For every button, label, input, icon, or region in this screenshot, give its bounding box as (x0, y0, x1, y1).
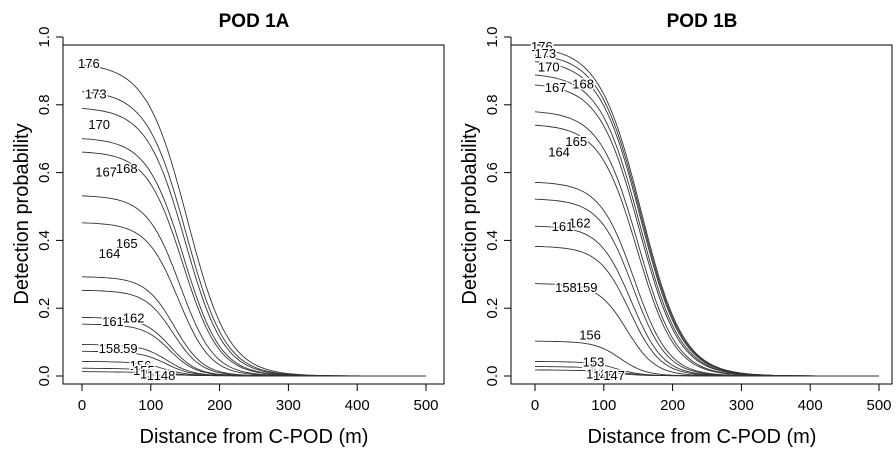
series-label-164: 164 (99, 246, 121, 261)
y-tick-label: 0.8 (36, 94, 53, 115)
x-tick-label: 100 (138, 397, 163, 414)
series-label-156: 156 (579, 327, 601, 342)
series-label-162: 162 (569, 215, 591, 230)
x-axis: 0 100 200 300 400 500 (78, 383, 439, 414)
y-axis-label: Detection probability (11, 123, 33, 304)
y-tick-label: 0.4 (484, 230, 501, 251)
y-axis-label: Detection probability (459, 123, 481, 304)
chart-title: POD 1B (667, 11, 738, 32)
series-label-165: 165 (565, 134, 587, 149)
series-label-155: 155 (133, 363, 155, 378)
x-tick-label: 400 (345, 397, 370, 414)
x-tick-label: 300 (276, 397, 301, 414)
series-label-150: 150 (586, 366, 608, 381)
x-tick-label: 300 (729, 397, 754, 414)
x-axis: 0 100 200 300 400 500 (531, 383, 892, 414)
x-tick-label: 200 (660, 397, 685, 414)
series-label-176: 176 (78, 56, 100, 71)
series-label-173: 173 (85, 87, 107, 102)
curves-layer: 1761731701681671651641621611591581561531… (530, 38, 879, 385)
x-axis-label: Distance from C-POD (m) (588, 426, 817, 448)
y-tick-label: 1.0 (484, 27, 501, 48)
y-axis: 0.0 0.2 0.4 0.6 0.8 1.0 (484, 27, 512, 387)
x-tick-label: 100 (591, 397, 616, 414)
y-tick-label: 0.6 (484, 162, 501, 183)
chart-title: POD 1A (219, 11, 290, 32)
y-tick-label: 0.2 (36, 298, 53, 319)
y-tick-label: 1.0 (36, 27, 53, 48)
series-label-153: 153 (140, 366, 162, 381)
x-tick-label: 400 (798, 397, 823, 414)
y-tick-label: 0.2 (484, 298, 501, 319)
plot-frame (62, 44, 445, 385)
series-label-176: 176 (531, 39, 553, 54)
y-tick-label: 0.6 (36, 162, 53, 183)
series-label-159: 159 (116, 341, 138, 356)
series-line-147 (535, 369, 879, 377)
series-line-148 (82, 371, 426, 377)
series-label-170: 170 (88, 117, 110, 132)
x-tick-label: 500 (413, 397, 438, 414)
y-tick-label: 0.0 (36, 366, 53, 387)
series-label-148: 148 (593, 368, 615, 383)
y-tick-label: 0.0 (484, 366, 501, 387)
x-tick-label: 0 (78, 397, 86, 414)
series-label-173: 173 (534, 46, 556, 61)
series-label-161: 161 (102, 314, 124, 329)
series-line-173 (81, 91, 426, 377)
y-axis: 0.0 0.2 0.4 0.6 0.8 1.0 (36, 27, 64, 387)
x-axis-label: Distance from C-POD (m) (140, 426, 369, 448)
y-tick-label: 0.4 (36, 230, 53, 251)
x-tick-label: 0 (531, 397, 539, 414)
series-label-158: 158 (555, 280, 577, 295)
series-label-170: 170 (538, 60, 560, 75)
series-label-150: 150 (147, 368, 169, 383)
y-tick-label: 0.8 (484, 94, 501, 115)
series-label-161: 161 (552, 219, 574, 234)
series-label-147: 147 (603, 368, 625, 383)
x-tick-label: 200 (207, 397, 232, 414)
series-label-156: 156 (130, 358, 152, 373)
series-label-162: 162 (123, 310, 145, 325)
series-label-165: 165 (116, 236, 138, 251)
series-label-168: 168 (116, 161, 138, 176)
series-label-159: 159 (576, 280, 598, 295)
series-label-153: 153 (583, 354, 605, 369)
series-label-168: 168 (572, 76, 594, 91)
series-label-167: 167 (545, 80, 567, 95)
series-label-158: 158 (99, 341, 121, 356)
panel-pod-1b: POD 1B 176173170168167165164162161159158… (459, 11, 893, 448)
series-label-148: 148 (154, 368, 176, 383)
series-label-167: 167 (95, 165, 117, 180)
series-line-176 (81, 64, 426, 377)
x-tick-label: 500 (866, 397, 891, 414)
series-label-164: 164 (548, 144, 570, 159)
